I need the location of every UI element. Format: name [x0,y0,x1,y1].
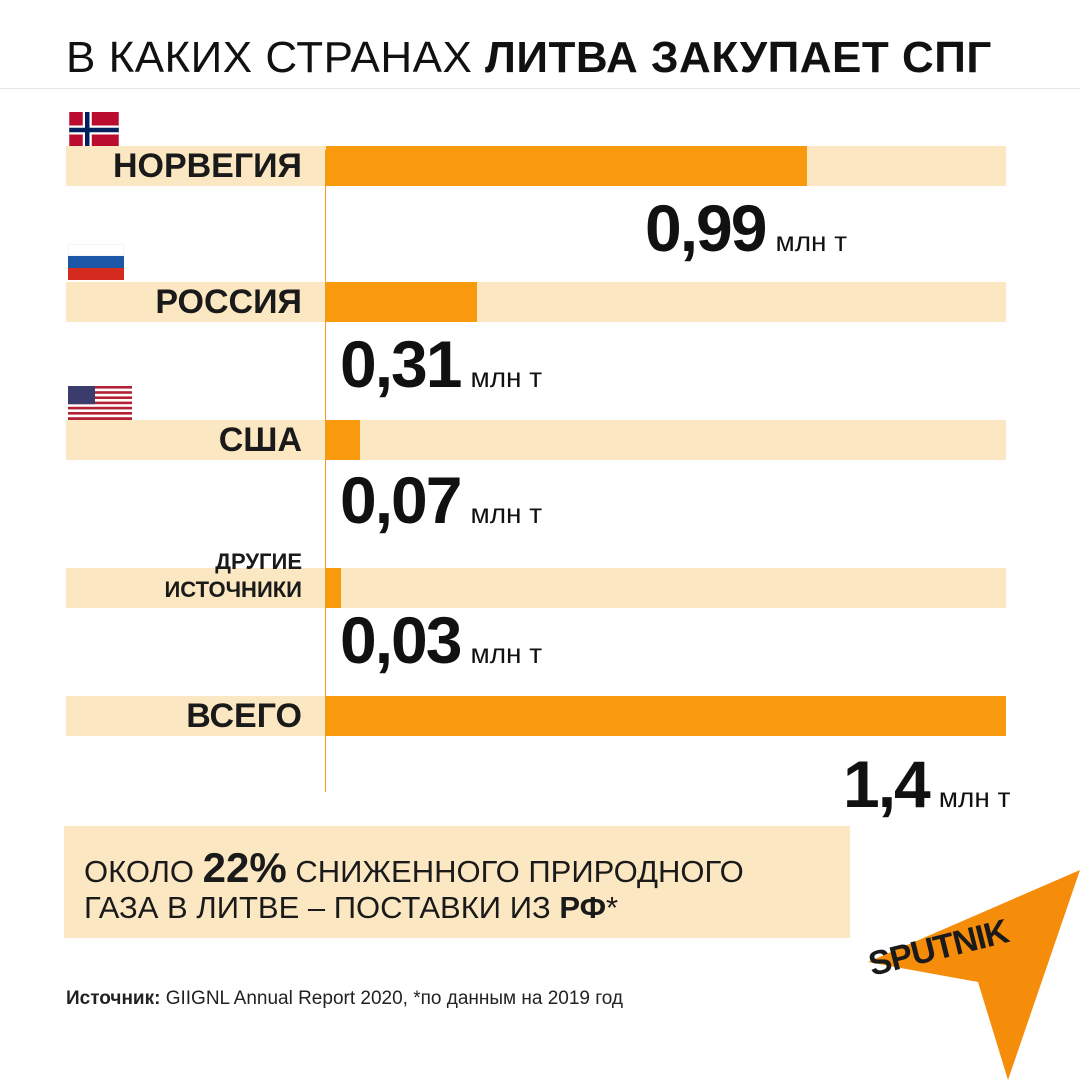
value-number: 0,03 [340,603,462,677]
note-rf: РФ [559,890,607,925]
note-box: ОКОЛО 22% СНИЖЕННОГО ПРИРОДНОГО ГАЗА В Л… [64,826,850,938]
category-label: ВСЕГО [186,697,302,735]
bar [326,146,807,186]
category-label: ИСТОЧНИКИ [164,577,302,602]
norway-flag-icon [69,112,119,148]
value-unit: млн т [470,498,543,529]
note-line1-suffix: СНИЖЕННОГО ПРИРОДНОГО [286,854,744,889]
bar-track [66,568,1006,608]
bar [326,420,360,460]
source-text: Источник: GIIGNL Annual Report 2020, *по… [66,988,623,1010]
value-number: 0,99 [645,191,767,265]
note-percent: 22% [202,844,287,891]
chart-title: В КАКИХ СТРАНАХ ЛИТВА ЗАКУПАЕТ СПГ [66,30,992,86]
category-label: ДРУГИЕ [215,549,302,574]
note-line2-prefix: ГАЗА В ЛИТВЕ – ПОСТАВКИ ИЗ [84,890,560,925]
value-number: 0,31 [340,327,462,401]
note-line-1: ОКОЛО 22% СНИЖЕННОГО ПРИРОДНОГО [84,844,744,892]
category-label: США [218,421,302,459]
value-label: 0,03 млн т [340,602,542,678]
chart-axis-line [325,150,326,792]
note-line-2: ГАЗА В ЛИТВЕ – ПОСТАВКИ ИЗ РФ* [84,890,618,926]
title-divider [0,88,1080,89]
bar-track [66,282,1006,322]
bar [326,568,341,608]
value-label: 1,4 млн т [843,746,1010,822]
usa-flag-icon [68,386,132,420]
source-label: Источник: [66,988,161,1009]
bar [326,282,477,322]
category-label: РОССИЯ [155,283,302,321]
note-line1-prefix: ОКОЛО [84,854,203,889]
source-body: GIIGNL Annual Report 2020, *по данным на… [160,988,624,1009]
value-unit: млн т [470,638,543,669]
title-bold: ЛИТВА ЗАКУПАЕТ СПГ [485,33,992,82]
value-unit: млн т [775,226,848,257]
category-label: НОРВЕГИЯ [112,147,302,185]
value-unit: млн т [470,362,543,393]
value-label: 0,31 млн т [340,326,542,402]
value-label: 0,99 млн т [645,190,847,266]
value-label: 0,07 млн т [340,462,542,538]
bar-track [66,420,1006,460]
title-regular: В КАКИХ СТРАНАХ [66,33,486,82]
russia-flag-icon [68,244,124,280]
value-number: 0,07 [340,463,462,537]
note-line2-suffix: * [606,890,619,925]
bar [326,696,1006,736]
value-unit: млн т [938,782,1011,813]
value-number: 1,4 [843,747,931,821]
sputnik-logo-icon: SPUTNIK [865,870,1080,1080]
